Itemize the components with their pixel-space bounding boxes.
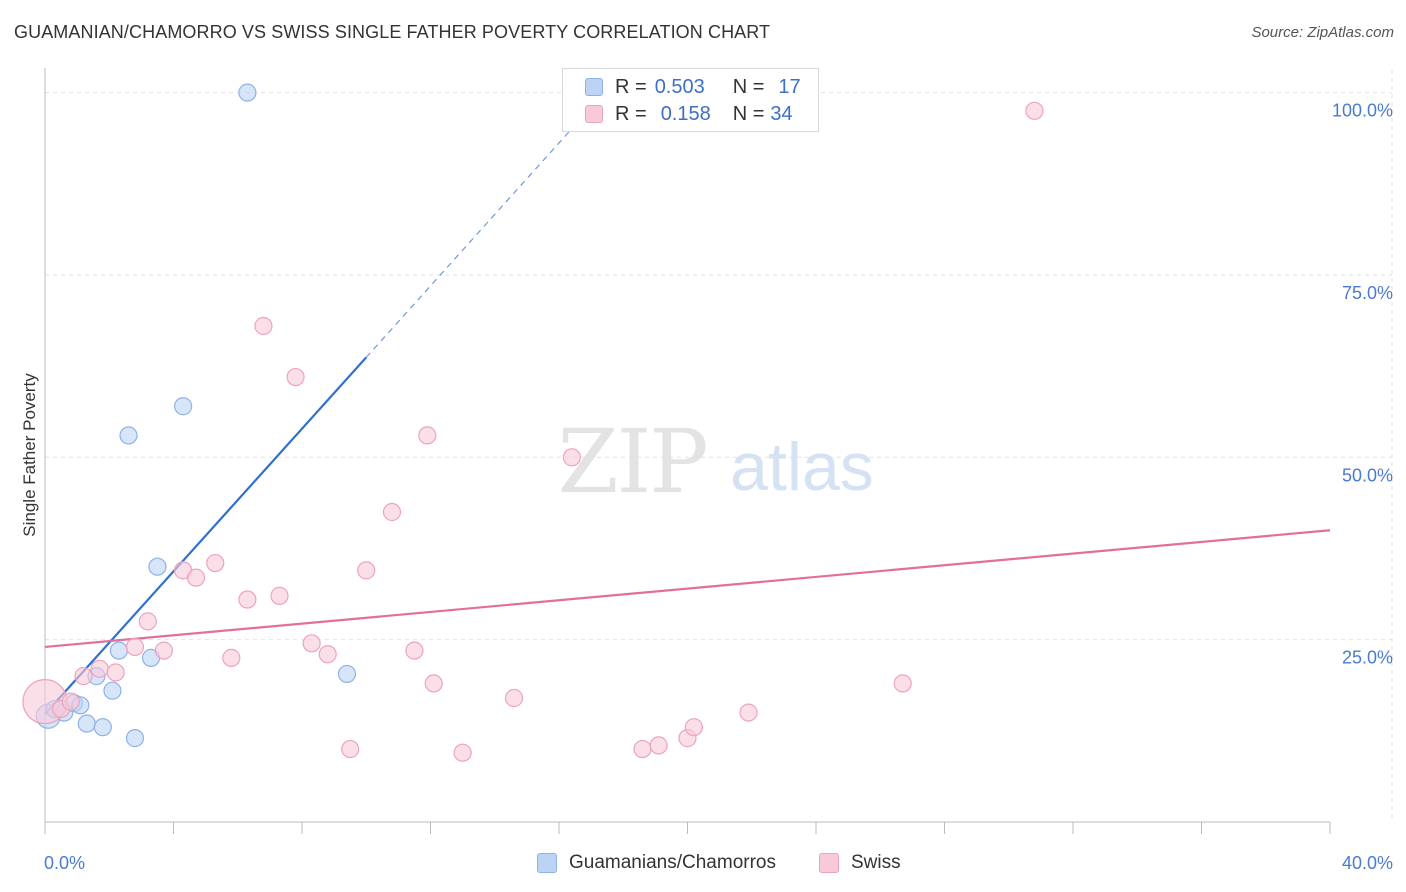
point-guamanian	[109, 641, 128, 660]
point-swiss	[154, 641, 173, 660]
trend-line-swiss	[44, 529, 1331, 649]
point-swiss	[61, 692, 80, 711]
source-label: Source: ZipAtlas.com	[1251, 24, 1394, 41]
legend-n-value: 34	[770, 102, 793, 125]
point-swiss	[504, 688, 524, 708]
point-swiss	[125, 637, 145, 657]
point-swiss	[238, 590, 257, 609]
point-swiss	[138, 612, 157, 631]
point-guamanian	[337, 664, 357, 684]
legend-n-value: 17	[778, 75, 801, 98]
point-swiss	[254, 316, 273, 336]
correlation-legend: R = 0.503 N = 17 R = 0.158 N = 34	[562, 68, 819, 132]
grid	[45, 70, 1393, 822]
tick-labels: 25.0% 50.0% 75.0% 100.0% 0.0% 40.0%	[44, 101, 1393, 873]
point-swiss	[302, 634, 321, 653]
y-tick-label: 25.0%	[1342, 648, 1393, 668]
series-legend-guamanians[interactable]: Guamanians/Chamorros	[537, 852, 776, 874]
y-tick-label: 50.0%	[1342, 465, 1393, 485]
point-swiss	[739, 703, 758, 722]
point-swiss	[424, 674, 443, 693]
series-legend: Guamanians/Chamorros Swiss	[0, 852, 1406, 878]
point-swiss	[649, 736, 668, 755]
point-guamanian	[125, 729, 145, 748]
legend-n-label: N =	[732, 75, 765, 98]
watermark-atlas: atlas	[730, 429, 874, 505]
point-swiss	[186, 568, 206, 587]
point-swiss	[453, 743, 472, 762]
x-tick-label-min: 0.0%	[44, 853, 85, 873]
legend-row-swiss: R = 0.158 N = 34	[585, 102, 793, 126]
point-swiss	[106, 663, 125, 682]
trend-line-guamanian	[44, 356, 368, 715]
point-guamanian	[77, 714, 96, 733]
point-swiss	[286, 367, 305, 387]
point-swiss	[405, 641, 424, 660]
series-legend-label: Swiss	[851, 852, 901, 873]
legend-r-value: 0.503	[654, 75, 705, 98]
series-swatch-pink	[819, 853, 839, 873]
point-swiss	[90, 659, 109, 678]
y-tick-label: 75.0%	[1342, 283, 1393, 303]
legend-swatch-pink	[585, 105, 603, 123]
point-guamanian	[103, 681, 122, 700]
data-points	[22, 83, 1044, 762]
chart-title: GUAMANIAN/CHAMORRO VS SWISS SINGLE FATHE…	[14, 22, 771, 42]
legend-swatch-blue	[585, 78, 603, 96]
point-swiss	[357, 561, 376, 580]
legend-row-guamanian: R = 0.503 N = 17	[585, 75, 801, 99]
x-tick-label-max: 40.0%	[1342, 853, 1393, 873]
point-guamanian	[238, 83, 257, 102]
trend-line-extension	[365, 106, 592, 358]
point-guamanian	[119, 426, 138, 445]
series-legend-swiss[interactable]: Swiss	[819, 852, 901, 874]
legend-n-label: N =	[732, 102, 765, 125]
legend-r-value: 0.158	[660, 102, 711, 125]
legend-r-label: R =	[615, 102, 647, 125]
point-swiss	[74, 667, 93, 686]
point-swiss	[633, 739, 652, 759]
point-swiss	[270, 586, 289, 605]
series-swatch-blue	[537, 853, 557, 873]
point-guamanian	[93, 718, 112, 737]
point-guamanian	[174, 397, 193, 416]
y-tick-label: 100.0%	[1332, 101, 1393, 121]
point-swiss	[318, 645, 337, 664]
series-legend-label: Guamanians/Chamorros	[569, 852, 776, 873]
point-swiss	[341, 739, 360, 759]
watermark-zip: ZIP	[557, 410, 706, 513]
point-swiss	[418, 426, 437, 445]
watermark: ZIP atlas	[557, 410, 873, 513]
point-swiss	[893, 674, 912, 693]
point-swiss	[1025, 101, 1044, 120]
legend-r-label: R =	[615, 75, 647, 98]
point-swiss	[684, 718, 704, 737]
point-swiss	[562, 448, 581, 467]
trend-lines	[44, 106, 1331, 715]
point-swiss	[222, 648, 241, 667]
point-guamanian	[148, 557, 167, 576]
point-swiss	[206, 553, 225, 573]
point-swiss	[382, 502, 402, 522]
